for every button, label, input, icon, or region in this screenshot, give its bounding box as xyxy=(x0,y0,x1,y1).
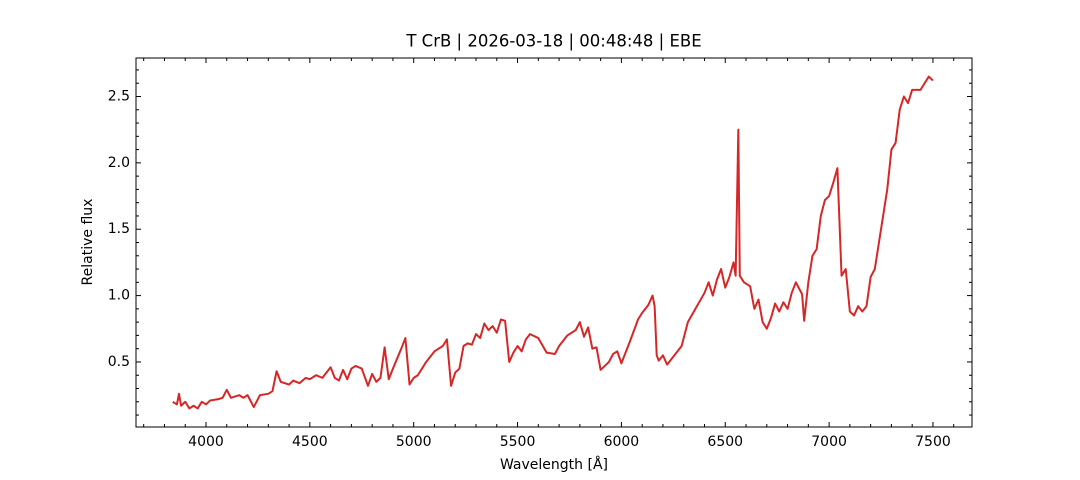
spectrum-line xyxy=(172,75,934,410)
x-tick-label: 4500 xyxy=(292,434,328,450)
y-tick-label: 2.0 xyxy=(108,155,130,171)
x-axis-label: Wavelength [Å] xyxy=(500,456,608,473)
y-tick-label: 2.5 xyxy=(108,88,130,104)
y-tick-label: 1.5 xyxy=(108,221,130,237)
x-tick-label: 5500 xyxy=(500,434,536,450)
y-axis-label: Relative flux xyxy=(80,199,96,286)
x-tick-label: 7500 xyxy=(915,434,951,450)
y-tick-label: 1.0 xyxy=(108,288,130,304)
x-tick-label: 7000 xyxy=(811,434,847,450)
x-tick-label: 4000 xyxy=(188,434,224,450)
x-tick-label: 6000 xyxy=(604,434,640,450)
y-tick-label: 0.5 xyxy=(108,354,130,370)
chart-title: T CrB | 2026-03-18 | 00:48:48 | EBE xyxy=(405,32,701,51)
x-tick-label: 6500 xyxy=(707,434,743,450)
plot-frame xyxy=(135,57,973,428)
x-tick-label: 5000 xyxy=(396,434,432,450)
